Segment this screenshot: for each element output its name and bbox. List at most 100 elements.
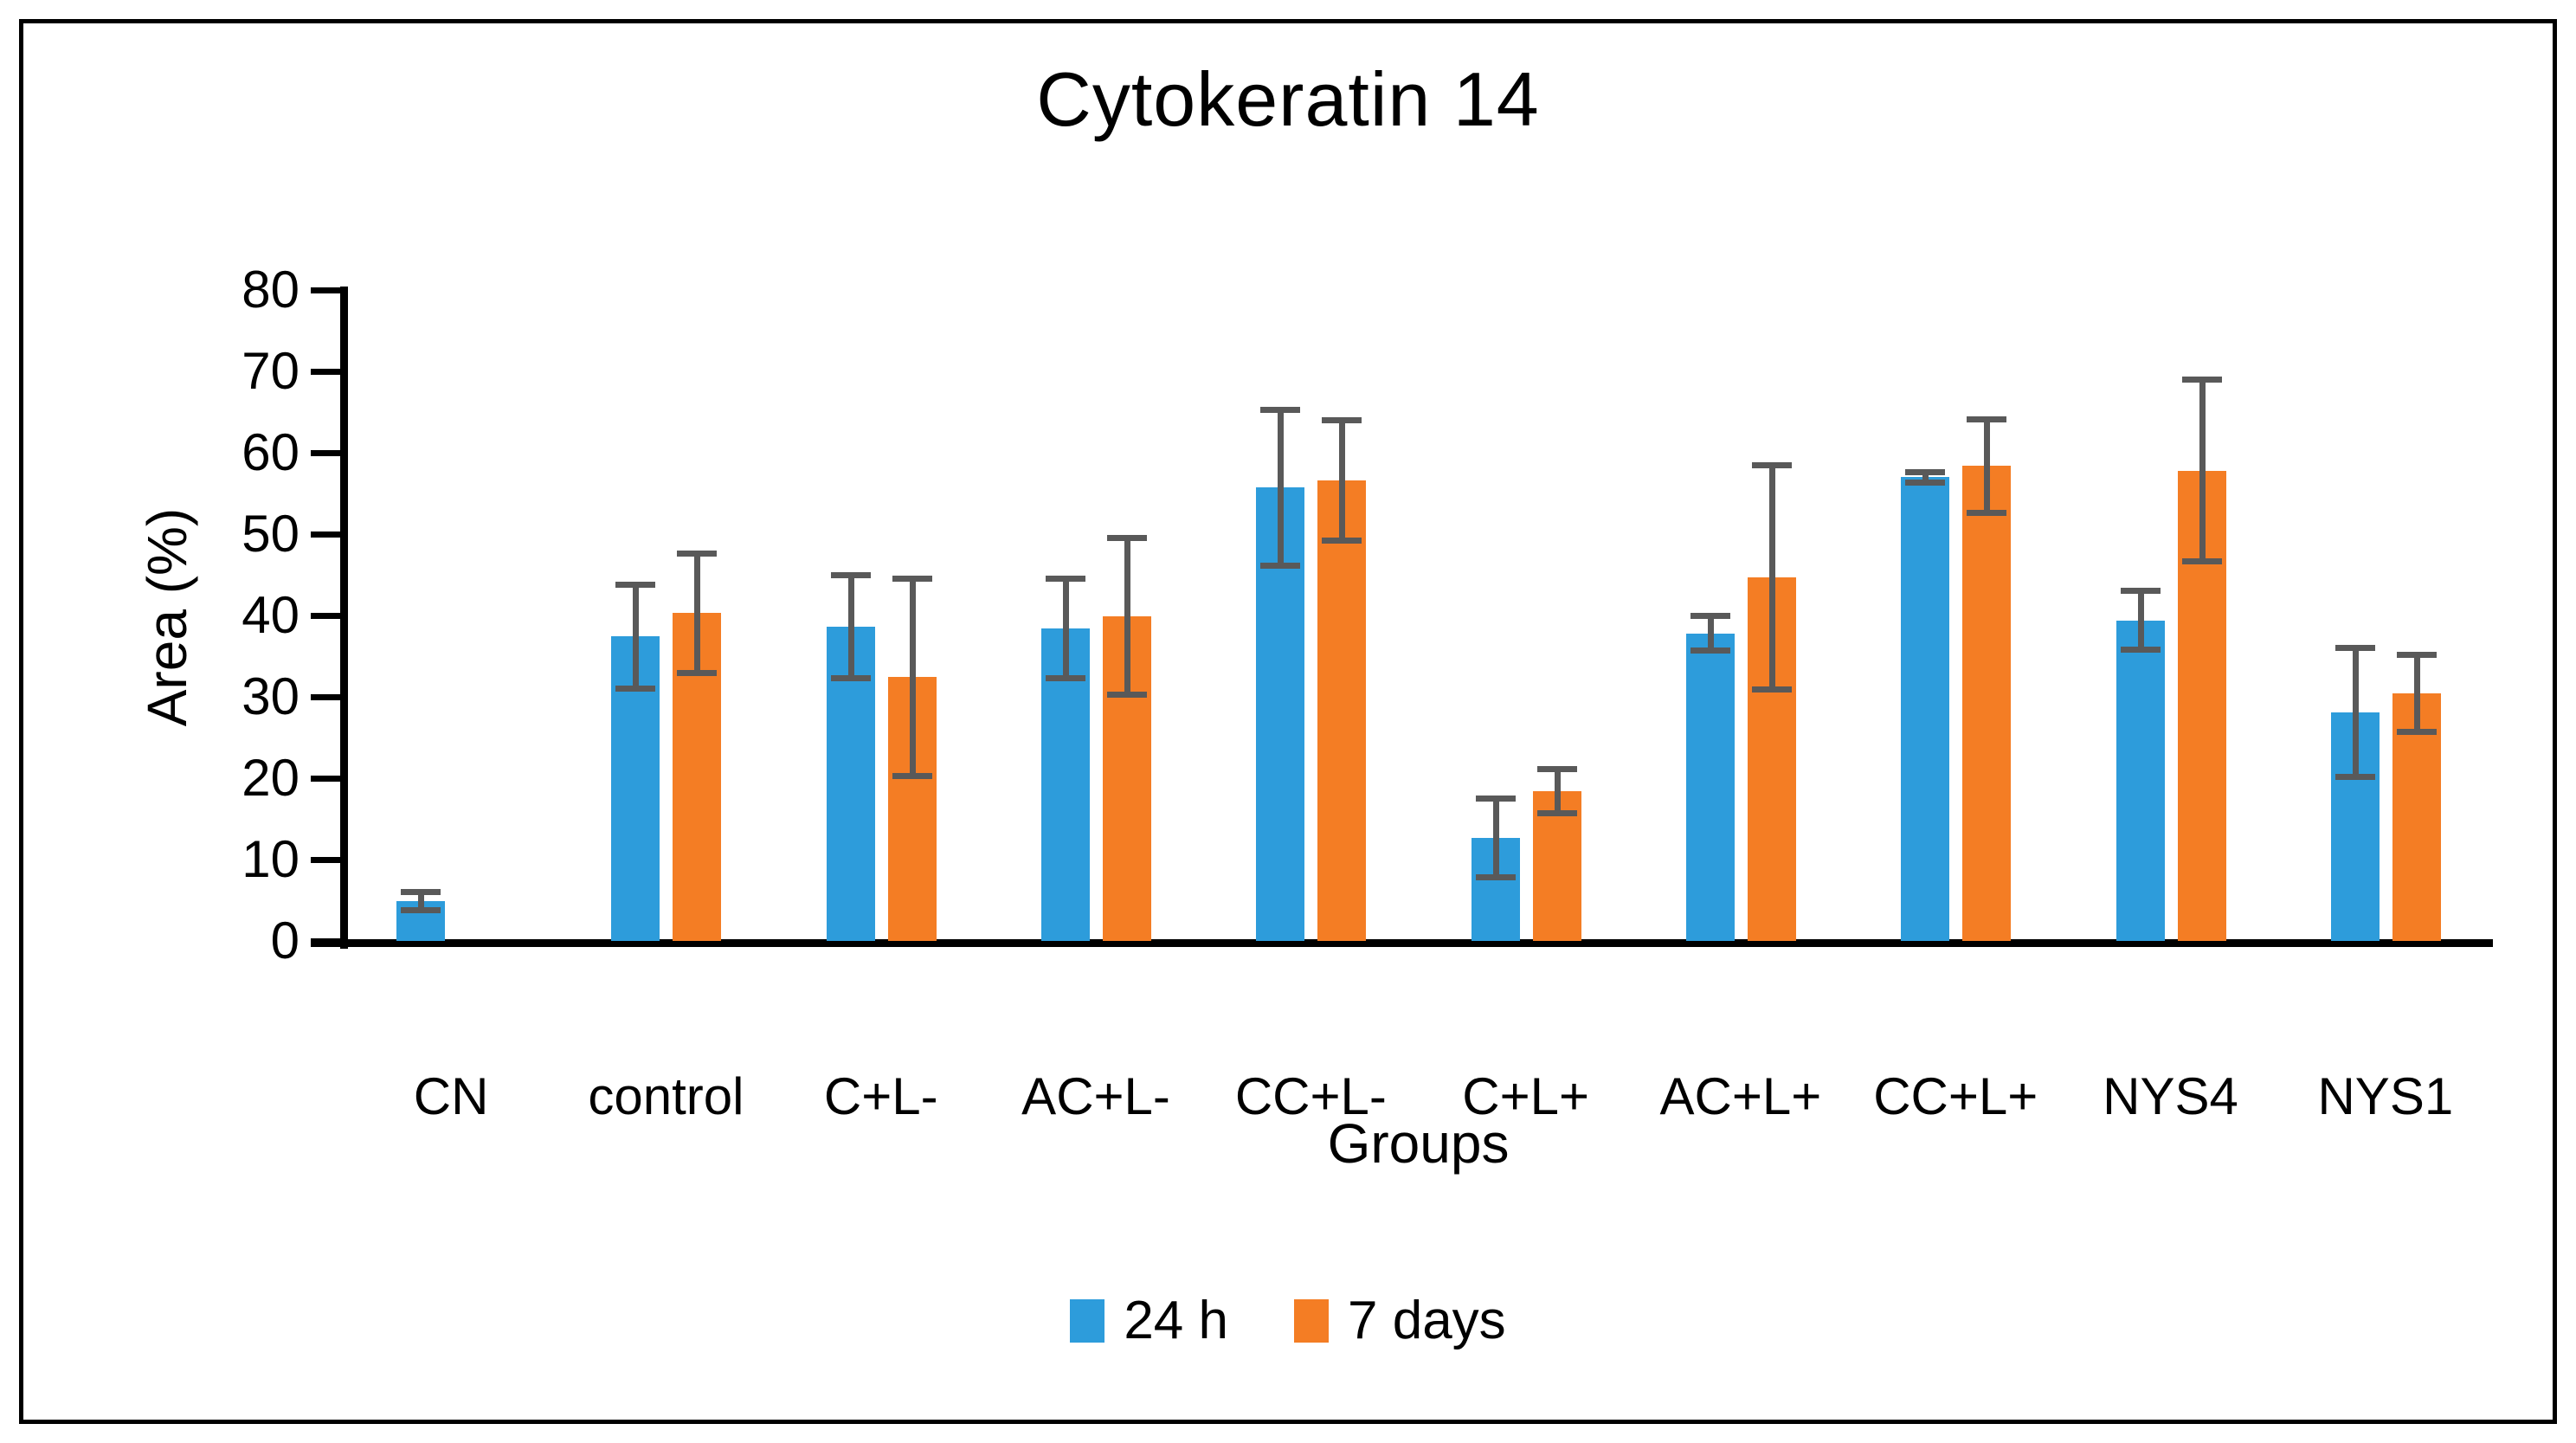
error-bar-cap — [2396, 652, 2437, 659]
error-bar-cap — [2181, 377, 2222, 383]
y-tick — [311, 287, 344, 293]
error-bar-line — [2199, 379, 2206, 562]
error-bar-cap — [677, 550, 718, 557]
error-bar-cap — [1690, 647, 1730, 654]
legend-label: 24 h — [1124, 1291, 1228, 1350]
error-bar-cap — [830, 572, 871, 578]
y-tick-label: 80 — [242, 261, 299, 319]
legend-swatch-24h — [1070, 1298, 1105, 1343]
legend-item-7days: 7 days — [1294, 1290, 1506, 1351]
error-bar-line — [1707, 615, 1714, 652]
y-tick — [311, 857, 344, 863]
error-bar-line — [1124, 537, 1131, 696]
y-tick-label: 20 — [242, 749, 299, 807]
x-category-label: control — [588, 1067, 744, 1125]
legend-label: 7 days — [1348, 1291, 1506, 1350]
error-bar-cap — [677, 669, 718, 676]
error-bar-line — [1984, 418, 1991, 513]
x-category-label: NYS1 — [2317, 1067, 2454, 1125]
error-bar-cap — [1475, 873, 1516, 880]
error-bar-line — [418, 891, 425, 912]
x-axis-label: Groups — [1327, 1112, 1510, 1175]
error-bar-cap — [401, 888, 441, 895]
y-tick-label: 50 — [242, 505, 299, 563]
error-bar-cap — [2334, 774, 2375, 781]
y-tick — [311, 694, 344, 700]
figure-border — [19, 19, 2557, 1424]
y-tick-label: 40 — [242, 586, 299, 644]
bar-24h-AC+L+ — [1685, 633, 1735, 941]
error-bar-line — [909, 577, 916, 777]
x-category-label: C+L- — [823, 1067, 938, 1125]
error-bar-cap — [1260, 407, 1301, 414]
error-bar-cap — [1107, 692, 1148, 699]
y-tick — [311, 450, 344, 456]
error-bar-cap — [2120, 587, 2161, 594]
error-bar-cap — [2334, 644, 2375, 651]
error-bar-cap — [401, 907, 441, 914]
error-bar-cap — [830, 675, 871, 682]
bar-7days-CC+L+ — [1962, 466, 2012, 941]
x-axis-line — [311, 939, 2493, 947]
error-bar-cap — [1905, 468, 1946, 475]
error-bar-cap — [1967, 416, 2007, 422]
y-tick — [311, 369, 344, 375]
error-bar-cap — [1322, 417, 1362, 424]
error-bar-cap — [1107, 534, 1148, 541]
error-bar-cap — [1260, 562, 1301, 569]
error-bar-cap — [1690, 613, 1730, 619]
error-bar-cap — [1536, 810, 1577, 817]
error-bar-line — [2352, 647, 2359, 778]
legend-swatch-7days — [1294, 1298, 1329, 1343]
error-bar-cap — [1046, 675, 1086, 682]
legend: 24 h 7 days — [0, 1290, 2576, 1351]
error-bar-line — [1339, 420, 1346, 541]
error-bar-line — [2413, 654, 2420, 733]
x-category-label: CC+L- — [1234, 1067, 1387, 1125]
error-bar-cap — [892, 575, 932, 582]
error-bar-cap — [1536, 765, 1577, 772]
error-bar-cap — [1475, 795, 1516, 802]
x-category-label: AC+L- — [1021, 1067, 1170, 1125]
error-bar-cap — [615, 685, 656, 692]
error-bar-line — [1922, 471, 1929, 483]
error-bar-line — [633, 584, 640, 689]
legend-item-24h: 24 h — [1070, 1290, 1228, 1351]
error-bar-cap — [615, 582, 656, 589]
error-bar-line — [1768, 465, 1775, 690]
error-bar-cap — [2181, 557, 2222, 564]
bar-24h-NYS4 — [2116, 620, 2165, 941]
error-bar-line — [694, 552, 701, 673]
x-category-label: AC+L+ — [1659, 1067, 1822, 1125]
y-tick — [311, 938, 344, 944]
bar-7days-CC+L- — [1317, 480, 1367, 941]
y-axis-line — [340, 287, 348, 949]
bar-24h-CC+L+ — [1901, 477, 1950, 941]
error-bar-cap — [1751, 686, 1792, 693]
x-category-label: CC+L+ — [1873, 1067, 2038, 1125]
y-tick-label: 0 — [270, 912, 299, 970]
error-bar-line — [847, 575, 854, 680]
error-bar-cap — [1967, 509, 2007, 516]
x-category-label: C+L+ — [1462, 1067, 1590, 1125]
error-bar-cap — [1322, 537, 1362, 544]
error-bar-line — [1554, 768, 1561, 815]
error-bar-cap — [1046, 575, 1086, 582]
error-bar-cap — [1905, 479, 1946, 486]
x-category-label: CN — [413, 1067, 489, 1125]
y-tick-label: 10 — [242, 830, 299, 888]
chart-title: Cytokeratin 14 — [1036, 56, 1540, 142]
y-tick — [311, 531, 344, 538]
error-bar-cap — [2120, 647, 2161, 654]
error-bar-cap — [892, 773, 932, 780]
y-tick — [311, 776, 344, 782]
x-category-label: NYS4 — [2103, 1067, 2238, 1125]
error-bar-line — [1278, 409, 1285, 566]
y-tick-label: 60 — [242, 423, 299, 481]
error-bar-line — [1492, 797, 1499, 878]
error-bar-line — [2137, 589, 2144, 651]
error-bar-cap — [2396, 729, 2437, 736]
error-bar-line — [1063, 577, 1070, 680]
y-tick-label: 30 — [242, 667, 299, 725]
